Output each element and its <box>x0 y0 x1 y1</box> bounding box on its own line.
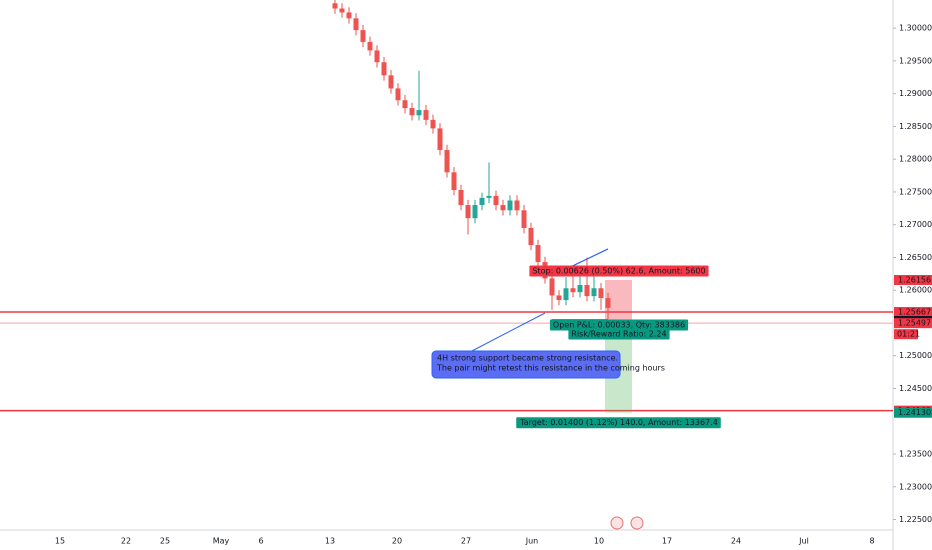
y-tick-label: 1.28000 <box>899 155 932 164</box>
candle-body <box>521 210 527 228</box>
candle-body <box>346 12 352 19</box>
label-bg <box>549 319 689 331</box>
countdown: 01:21 <box>897 330 920 339</box>
candle-body <box>598 288 604 299</box>
x-tick-label: 8 <box>869 537 874 546</box>
candle-body <box>388 75 394 89</box>
event-icon <box>630 516 644 530</box>
price-label-bg <box>894 307 932 318</box>
y-tick-label: 1.29500 <box>899 56 932 65</box>
event-icon <box>610 516 624 530</box>
label-bg <box>516 417 721 429</box>
pnl-label: Open P&L: 0.00033, Qty: 383386 <box>553 321 685 330</box>
x-tick-label: 13 <box>325 537 335 546</box>
candle-body <box>584 284 590 297</box>
price-label: 1.25667 <box>898 308 931 317</box>
annotation-text: 4H strong support became strong resistan… <box>437 354 618 363</box>
candle-body <box>360 30 366 42</box>
candle-body <box>444 150 450 173</box>
y-tick-label: 1.23000 <box>899 482 932 491</box>
position-label: Open P&L: 0.00033, Qty: 383386 <box>549 319 689 331</box>
x-tick-label: 10 <box>594 537 604 546</box>
label-bg <box>568 328 670 340</box>
candle-body <box>605 298 611 308</box>
x-tick-label: 25 <box>160 537 170 546</box>
candle-body <box>367 41 373 51</box>
candle-body <box>465 205 471 219</box>
candle-body <box>591 288 597 297</box>
position-label: Target: 0.01400 (1.12%) 140.0, Amount: 1… <box>516 417 721 429</box>
y-tick-label: 1.27500 <box>899 187 932 196</box>
x-tick-label: Jun <box>525 537 539 546</box>
candle-body <box>332 3 338 9</box>
candle-body <box>535 245 541 263</box>
x-tick-label: Jul <box>798 537 809 546</box>
candle-body <box>430 119 436 129</box>
y-tick-label: 1.23500 <box>899 450 932 459</box>
y-tick-label: 1.27000 <box>899 220 932 229</box>
x-tick-label: 24 <box>731 537 741 546</box>
y-tick-label: 1.24500 <box>899 384 932 393</box>
countdown-bg <box>894 329 918 340</box>
x-tick-label: May <box>213 537 230 546</box>
candle-body <box>493 195 499 206</box>
price-label: 1.24130 <box>898 408 931 417</box>
candle-body <box>395 88 401 101</box>
position-label: Stop: 0.00626 (0.50%) 62.6, Amount: 5600 <box>529 265 709 277</box>
label-bg <box>529 265 709 277</box>
candle-body <box>528 227 534 246</box>
x-tick-label: 20 <box>392 537 402 546</box>
ratio-label: Risk/Reward Ratio: 2.24 <box>571 330 666 339</box>
candle-body <box>353 18 359 31</box>
x-tick-label: 15 <box>55 537 65 546</box>
price-label-bg <box>894 407 932 418</box>
target-label: Target: 0.01400 (1.12%) 140.0, Amount: 1… <box>519 418 718 427</box>
candle-body <box>423 110 429 120</box>
price-label-bg <box>894 275 932 286</box>
price-label-bg <box>894 318 932 329</box>
candle-body <box>577 284 583 293</box>
candle-body <box>472 205 478 219</box>
y-tick-label: 1.30000 <box>899 24 932 33</box>
y-tick-label: 1.29000 <box>899 89 932 98</box>
event-icons <box>610 516 644 530</box>
x-tick-label: 27 <box>461 537 471 546</box>
y-tick-label: 1.26000 <box>899 286 932 295</box>
annotation-text: The pair might retest this resistance in… <box>436 364 665 373</box>
x-tick-label: 17 <box>662 537 672 546</box>
candle-body <box>570 288 576 293</box>
candle-body <box>437 128 443 151</box>
position-label: Risk/Reward Ratio: 2.24 <box>568 328 670 340</box>
candle-body <box>381 62 387 76</box>
y-tick-label: 1.25000 <box>899 351 932 360</box>
annotation-box <box>431 350 621 379</box>
candle-body <box>416 110 422 116</box>
x-tick-label: 22 <box>121 537 131 546</box>
candle-body <box>479 197 485 206</box>
candle-body <box>514 200 520 211</box>
price-label: 1.25497 <box>898 319 931 328</box>
candle-body <box>486 195 492 198</box>
candle-body <box>507 200 513 211</box>
candle-body <box>556 295 562 301</box>
candle-body <box>458 189 464 206</box>
candle-body <box>374 50 380 63</box>
candle-body <box>409 108 415 116</box>
stop-label: Stop: 0.00626 (0.50%) 62.6, Amount: 5600 <box>532 267 705 276</box>
candle-body <box>563 288 569 301</box>
candle-body <box>339 8 345 13</box>
x-tick-label: 6 <box>258 537 263 546</box>
y-tick-label: 1.26500 <box>899 253 932 262</box>
candle-body <box>402 100 408 109</box>
price-label: 1.26156 <box>898 276 931 285</box>
y-tick-label: 1.22500 <box>899 515 932 524</box>
callout-pointer <box>469 312 546 353</box>
candle-body <box>451 172 457 190</box>
y-tick-label: 1.28500 <box>899 122 932 131</box>
candle-body <box>500 205 506 211</box>
candle-body <box>549 278 555 296</box>
